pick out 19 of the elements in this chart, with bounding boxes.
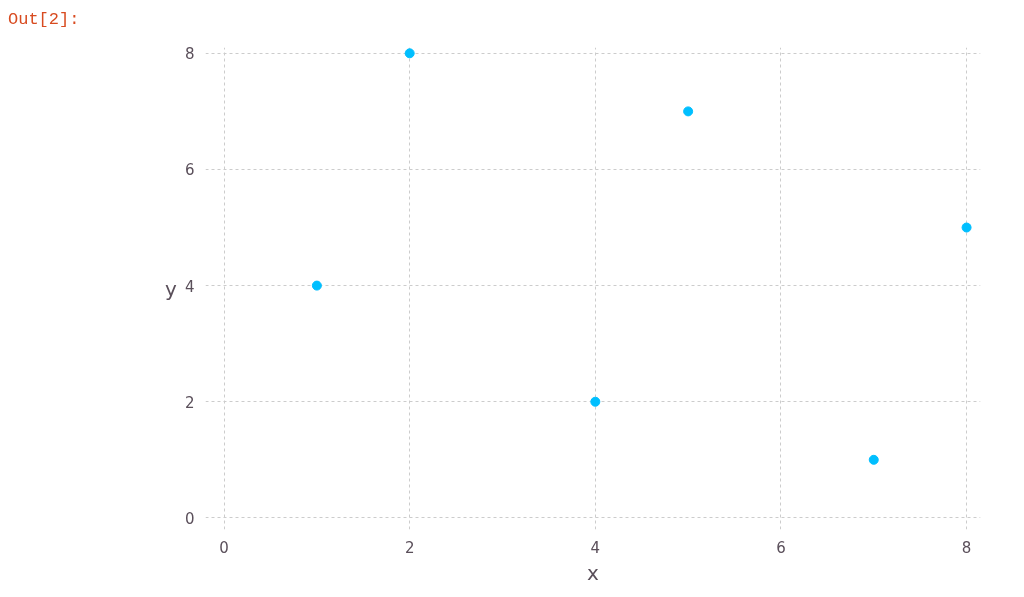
point bbox=[311, 280, 322, 291]
x-tick-label: 8 bbox=[961, 538, 972, 557]
x-tick-label: 0 bbox=[219, 538, 229, 557]
y-axis-title: y bbox=[165, 276, 178, 301]
y-tick-label: 8 bbox=[184, 45, 195, 64]
x-axis-title: x bbox=[587, 560, 600, 585]
point bbox=[404, 48, 415, 59]
point bbox=[590, 397, 601, 408]
x-tick-label: 6 bbox=[776, 538, 786, 557]
y-tick-label: 6 bbox=[184, 161, 195, 180]
y-tick-label: 4 bbox=[184, 277, 195, 296]
text: Out[2]: bbox=[8, 9, 80, 31]
x-tick-label: 2 bbox=[404, 538, 415, 557]
y-tick-label: 2 bbox=[184, 394, 195, 413]
y-tick-label: 0 bbox=[184, 510, 195, 529]
x-tick-label: 4 bbox=[590, 538, 601, 557]
point bbox=[961, 222, 972, 233]
point bbox=[868, 455, 879, 466]
point bbox=[683, 106, 694, 117]
